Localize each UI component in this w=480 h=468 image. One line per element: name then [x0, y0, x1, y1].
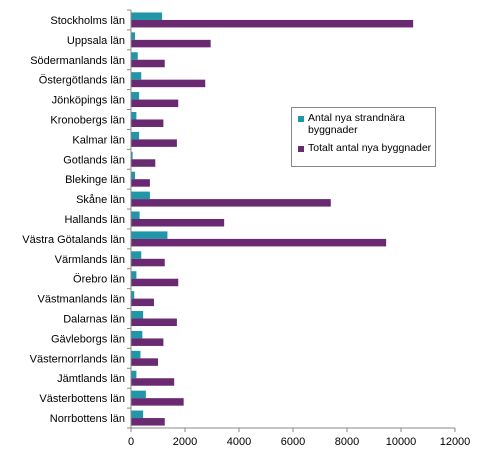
bar-strandnara-14: [131, 291, 135, 299]
bar-totalt-12: [131, 258, 165, 267]
category-label: Stockholms län: [50, 15, 125, 27]
bar-strandnara-15: [131, 311, 144, 319]
bar-strandnara-7: [131, 151, 133, 160]
bar-totalt-18: [131, 378, 175, 386]
bar-totalt-19: [131, 398, 184, 406]
category-label: Södermanlands län: [30, 55, 125, 67]
category-label: Dalarnas län: [63, 314, 125, 326]
bar-strandnara-5: [131, 111, 137, 120]
category-label: Kalmar län: [72, 134, 125, 146]
bar-strandnara-4: [131, 92, 140, 100]
category-label: Västra Götalands län: [22, 234, 125, 246]
bar-strandnara-10: [131, 211, 140, 219]
bar-totalt-17: [131, 358, 158, 366]
x-tick-label: 8000: [335, 436, 359, 448]
x-tick-label: 10000: [386, 436, 417, 448]
bar-totalt-7: [131, 159, 156, 167]
bar-totalt-8: [131, 179, 150, 187]
category-label: Västmanlands län: [38, 294, 125, 306]
bar-strandnara-8: [131, 171, 136, 180]
bar-totalt-20: [131, 418, 165, 426]
legend: Antal nya strandnära byggnader Totalt an…: [291, 107, 436, 167]
bar-totalt-13: [131, 278, 179, 287]
category-label: Värmlands län: [55, 254, 125, 266]
category-label: Skåne län: [76, 194, 125, 206]
bar-totalt-4: [131, 99, 179, 108]
bar-strandnara-11: [131, 231, 168, 239]
legend-swatch-totalt: [298, 146, 304, 152]
bar-totalt-2: [131, 59, 165, 68]
category-label: Gotlands län: [63, 154, 125, 166]
bars-layer: [131, 12, 414, 426]
bar-strandnara-9: [131, 191, 150, 200]
category-label: Kronobergs län: [50, 114, 125, 126]
bar-strandnara-1: [131, 32, 136, 40]
category-label: Östergötlands län: [39, 75, 125, 87]
bar-strandnara-19: [131, 390, 146, 399]
category-label: Västerbottens län: [39, 393, 125, 405]
bar-strandnara-20: [131, 410, 144, 419]
bar-strandnara-13: [131, 271, 137, 279]
category-label: Blekinge län: [65, 174, 125, 186]
x-tick-label: 6000: [281, 436, 305, 448]
bar-strandnara-16: [131, 330, 143, 339]
bar-strandnara-0: [131, 12, 163, 20]
bar-strandnara-6: [131, 131, 140, 140]
legend-label-totalt: Totalt antal nya byggnader: [308, 142, 432, 154]
bar-strandnara-17: [131, 350, 141, 359]
bar-totalt-0: [131, 19, 414, 28]
x-tick-label: 0: [128, 436, 134, 448]
bar-strandnara-18: [131, 370, 137, 379]
legend-label-strandnara: Antal nya strandnära byggnader: [308, 112, 405, 136]
category-label: Jämtlands län: [57, 373, 125, 385]
bar-totalt-14: [131, 298, 154, 307]
bar-totalt-6: [131, 139, 177, 147]
category-labels: Stockholms län Uppsala län Södermanlands l…: [22, 15, 125, 425]
bar-totalt-1: [131, 39, 211, 48]
category-label: Västernorrlands län: [30, 353, 125, 365]
bar-totalt-11: [131, 238, 387, 247]
x-tick-label: 2000: [173, 436, 197, 448]
legend-swatch-strandnara: [298, 116, 304, 122]
bar-totalt-10: [131, 219, 225, 227]
bar-totalt-5: [131, 119, 164, 127]
category-label: Jönköpings län: [52, 95, 125, 107]
category-label: Norrbottens län: [50, 413, 125, 425]
x-tick-label: 12000: [440, 436, 471, 448]
category-label: Hallands län: [64, 214, 125, 226]
bar-strandnara-12: [131, 251, 142, 259]
bar-totalt-9: [131, 199, 331, 207]
bar-totalt-16: [131, 338, 164, 346]
category-label: Uppsala län: [67, 35, 125, 47]
x-tick-label: 4000: [227, 436, 251, 448]
category-label: Gävleborgs län: [51, 333, 125, 345]
bar-strandnara-2: [131, 52, 138, 60]
bar-totalt-3: [131, 79, 206, 88]
x-axis: 0 2000 4000 6000 8000 10000 12000: [127, 9, 471, 448]
category-label: Örebro län: [73, 274, 125, 286]
bar-totalt-15: [131, 318, 177, 327]
bar-strandnara-3: [131, 72, 142, 80]
